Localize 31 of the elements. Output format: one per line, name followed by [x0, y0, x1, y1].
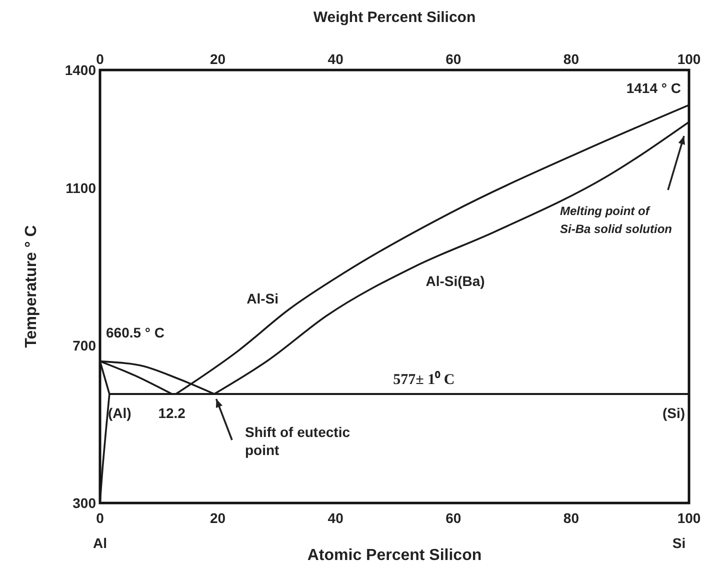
- text: Al: [93, 535, 107, 551]
- series-label: Al-Si(Ba): [426, 273, 485, 290]
- annotation: 660.5 ° C: [106, 324, 165, 340]
- annotation: 1414 ° C: [626, 80, 681, 96]
- y-axis-title: Temperature ° C: [23, 224, 40, 348]
- x-tick-label: 100: [677, 51, 701, 67]
- x-tick-label: 60: [446, 51, 462, 67]
- text: Si: [672, 535, 686, 551]
- annotation: (Al): [108, 405, 132, 421]
- series-label: Al-Si: [246, 290, 278, 307]
- annotation: 12.2: [158, 404, 186, 421]
- x2-axis-title: Weight Percent Silicon: [313, 9, 476, 26]
- x2-tick-label: 0: [96, 510, 104, 526]
- x2-tick-label: 80: [563, 510, 580, 526]
- y-tick-label: 1100: [66, 180, 96, 196]
- x-tick-label: 40: [328, 51, 344, 67]
- annotation: Melting point of Si-Ba solid solution: [560, 204, 672, 236]
- x-tick-label: 0: [96, 51, 104, 67]
- x2-tick-label: 100: [677, 510, 701, 526]
- x-tick-label: 20: [210, 51, 226, 67]
- ref-line-label: 577± 1⁰ C: [393, 370, 455, 388]
- x2-tick-label: 20: [210, 510, 226, 526]
- x2-tick-label: 40: [328, 510, 344, 526]
- y-tick-label: 700: [72, 338, 96, 354]
- y-tick-label: 1400: [64, 62, 96, 78]
- x2-tick-label: 60: [446, 510, 462, 526]
- x-tick-label: 80: [563, 51, 580, 67]
- annotation: Shift of eutectic point: [245, 424, 350, 458]
- annotation: (Si): [662, 405, 685, 421]
- x-axis-title: Atomic Percent Silicon: [307, 547, 482, 564]
- y-tick-label: 300: [72, 495, 96, 511]
